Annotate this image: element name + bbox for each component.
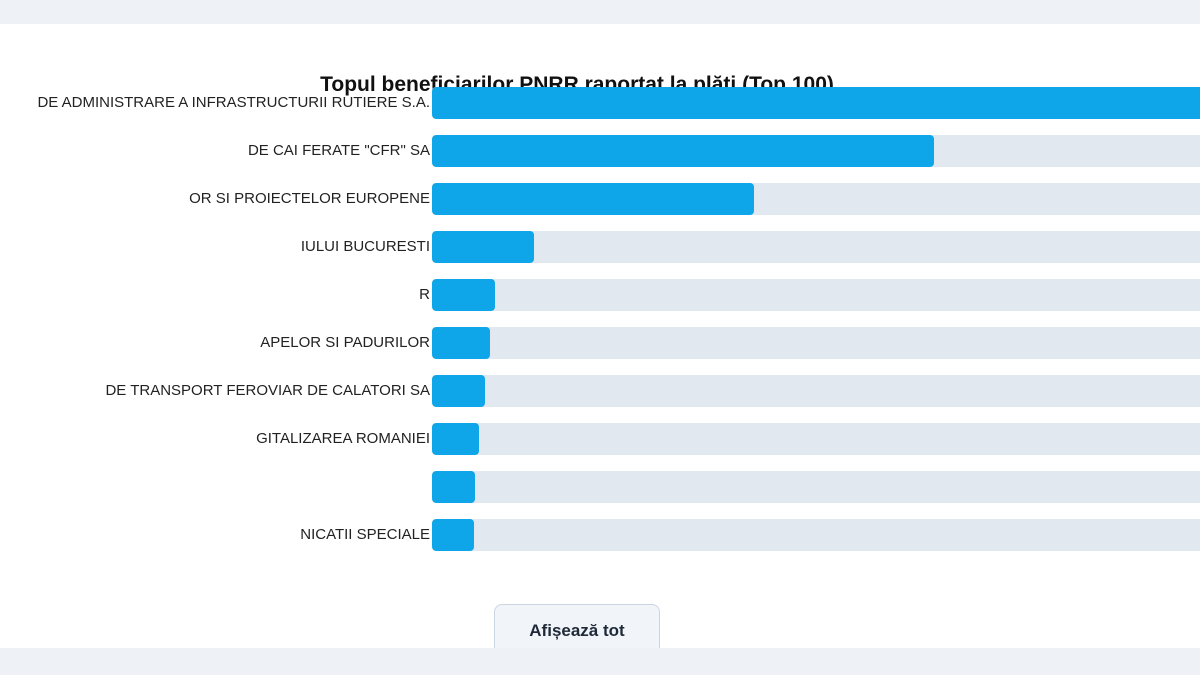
bar-label: OR SI PROIECTELOR EUROPENE <box>189 190 430 207</box>
chart-card: Topul beneficiarilor PNRR raportat la pl… <box>0 24 1200 648</box>
bar-fill <box>432 519 474 551</box>
bar-fill <box>432 327 490 359</box>
bar-row <box>0 471 1200 503</box>
bar-track[interactable] <box>432 327 1200 359</box>
bar-row: NICATII SPECIALE <box>0 519 1200 551</box>
bar-fill <box>432 375 485 407</box>
bar-fill <box>432 183 755 215</box>
bar-row: DE ADMINISTRARE A INFRASTRUCTURII RUTIER… <box>0 87 1200 119</box>
bar-track[interactable] <box>432 375 1200 407</box>
bar-track[interactable] <box>432 135 1200 167</box>
bar-track[interactable] <box>432 423 1200 455</box>
bar-row: OR SI PROIECTELOR EUROPENE <box>0 183 1200 215</box>
bar-label: R <box>419 286 430 303</box>
bar-label: APELOR SI PADURILOR <box>260 334 430 351</box>
bar-label: NICATII SPECIALE <box>300 526 430 543</box>
bar-row: GITALIZAREA ROMANIEI <box>0 423 1200 455</box>
bar-track[interactable] <box>432 279 1200 311</box>
bar-row: R <box>0 279 1200 311</box>
bar-label: DE CAI FERATE "CFR" SA <box>247 142 430 159</box>
bar-track[interactable] <box>432 519 1200 551</box>
bar-track[interactable] <box>432 231 1200 263</box>
bar-track[interactable] <box>432 87 1200 119</box>
bar-fill <box>432 423 479 455</box>
bar-fill <box>432 87 1200 119</box>
bar-row: DE CAI FERATE "CFR" SA <box>0 135 1200 167</box>
bar-track[interactable] <box>432 183 1200 215</box>
bar-fill <box>432 231 534 263</box>
bar-row: DE TRANSPORT FEROVIAR DE CALATORI SA <box>0 375 1200 407</box>
bar-row: IULUI BUCURESTI <box>0 231 1200 263</box>
bar-track[interactable] <box>432 471 1200 503</box>
bar-row: APELOR SI PADURILOR <box>0 327 1200 359</box>
bar-fill <box>432 279 496 311</box>
show-all-button[interactable]: Afișează tot <box>494 604 660 648</box>
bar-label: GITALIZAREA ROMANIEI <box>256 430 430 447</box>
bar-label: DE TRANSPORT FEROVIAR DE CALATORI SA <box>105 382 430 399</box>
bar-label: DE ADMINISTRARE A INFRASTRUCTURII RUTIER… <box>37 94 430 111</box>
bar-label: IULUI BUCURESTI <box>300 238 430 255</box>
bar-fill <box>432 471 476 503</box>
bar-fill <box>432 135 934 167</box>
